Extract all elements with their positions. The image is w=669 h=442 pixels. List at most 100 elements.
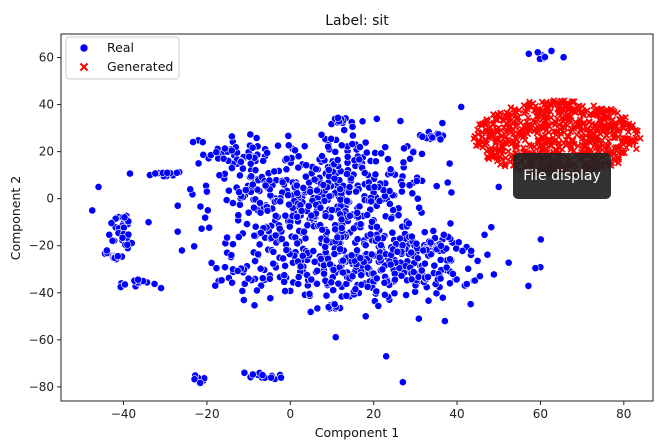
real-point — [336, 185, 345, 194]
real-point — [300, 227, 308, 236]
generated-point — [530, 106, 538, 114]
real-point — [322, 291, 331, 300]
real-point — [280, 271, 289, 280]
real-point — [339, 268, 347, 277]
real-point — [254, 250, 262, 259]
real-point — [313, 266, 322, 275]
real-point — [333, 156, 342, 164]
generated-point — [610, 154, 618, 162]
real-point — [258, 371, 267, 379]
real-point — [291, 146, 299, 155]
generated-point — [547, 142, 555, 150]
real-point — [336, 195, 345, 204]
real-point — [406, 154, 414, 163]
real-point — [281, 287, 290, 295]
real-point — [293, 189, 302, 198]
real-point — [533, 48, 542, 57]
real-point — [238, 287, 247, 295]
real-point — [559, 53, 568, 62]
generated-point — [504, 147, 512, 155]
real-point — [212, 148, 221, 157]
real-point — [407, 248, 416, 257]
real-point — [301, 234, 310, 243]
real-point — [333, 233, 342, 242]
real-point — [375, 253, 384, 262]
real-point — [250, 301, 259, 310]
real-point — [284, 141, 293, 150]
generated-point — [555, 121, 563, 129]
real-point — [355, 155, 364, 164]
real-point — [318, 152, 326, 160]
real-point — [378, 265, 387, 274]
real-point — [438, 119, 447, 127]
generated-point — [632, 145, 640, 153]
generated-point — [539, 119, 547, 127]
real-point — [277, 235, 286, 243]
generated-point — [564, 99, 572, 107]
real-point — [371, 157, 380, 166]
generated-point — [474, 126, 482, 134]
generated-point — [546, 100, 553, 108]
real-point — [253, 286, 261, 295]
real-point — [305, 290, 314, 298]
generated-point — [605, 114, 613, 121]
real-point — [361, 241, 370, 250]
generated-point — [610, 108, 618, 116]
real-point — [407, 232, 416, 241]
generated-point — [560, 123, 568, 131]
generated-point — [568, 98, 576, 105]
real-point — [263, 148, 272, 157]
real-point — [339, 256, 347, 265]
legend-real-label: Real — [107, 40, 134, 55]
real-point — [316, 254, 325, 263]
real-point — [480, 230, 489, 239]
generated-point — [625, 128, 632, 136]
real-point — [407, 275, 416, 284]
real-point — [380, 290, 389, 299]
generated-point — [576, 119, 584, 126]
real-point — [388, 228, 397, 237]
generated-point — [566, 105, 574, 112]
real-point — [330, 250, 339, 258]
real-point — [357, 271, 366, 280]
generated-point — [568, 125, 575, 133]
real-point — [413, 254, 422, 263]
generated-point — [481, 141, 489, 149]
real-point — [229, 199, 237, 207]
real-point — [324, 165, 333, 174]
real-point — [215, 171, 224, 180]
real-point — [348, 122, 357, 131]
real-point — [424, 273, 432, 281]
real-point — [118, 233, 127, 242]
generated-point — [524, 114, 532, 122]
real-point — [294, 152, 303, 161]
real-point — [361, 312, 370, 321]
real-point — [358, 117, 367, 126]
real-point — [345, 183, 354, 191]
generated-point — [602, 123, 610, 131]
legend-real-marker — [79, 43, 89, 53]
real-point — [372, 274, 381, 283]
real-point — [399, 158, 408, 167]
x-tick-label: 80 — [616, 407, 631, 421]
y-axis-label: Component 2 — [8, 176, 23, 261]
y-tick-label: −20 — [29, 239, 54, 253]
real-point — [173, 201, 182, 210]
real-point — [320, 269, 328, 278]
real-point — [275, 224, 284, 233]
real-point — [296, 262, 305, 271]
real-point — [330, 300, 339, 309]
real-point — [424, 296, 433, 305]
real-point — [121, 280, 129, 289]
real-point — [386, 165, 395, 174]
real-point — [239, 296, 248, 304]
real-point — [271, 212, 280, 220]
real-point — [251, 222, 260, 231]
real-point — [429, 227, 438, 235]
real-point — [201, 213, 210, 222]
real-point — [348, 140, 357, 148]
real-point — [248, 370, 257, 379]
generated-point — [567, 143, 575, 151]
real-point — [102, 246, 111, 255]
